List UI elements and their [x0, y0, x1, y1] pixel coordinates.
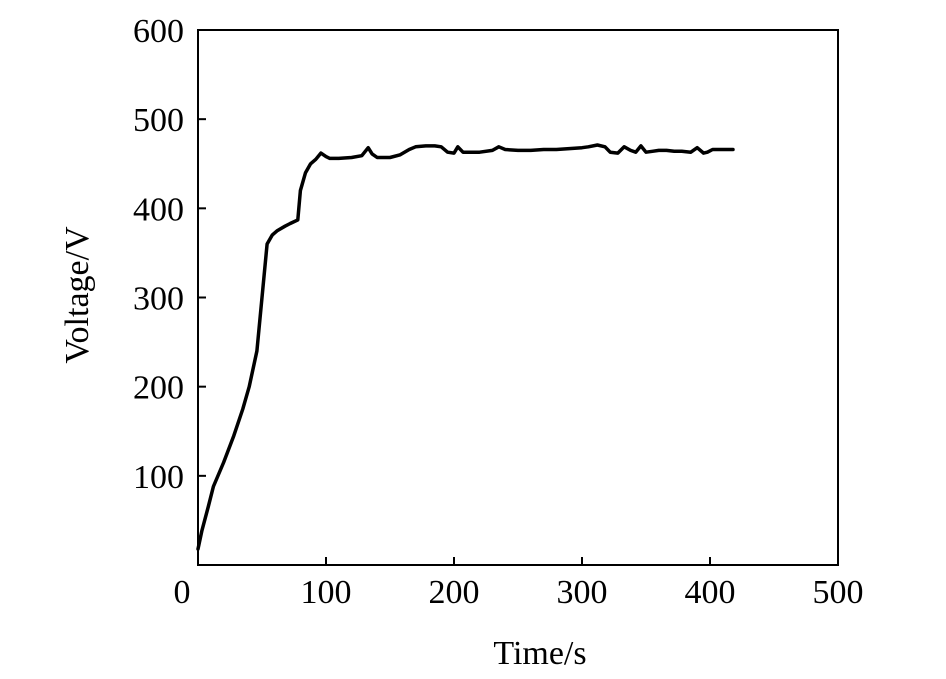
x-tick-label: 300	[557, 574, 608, 611]
x-tick-label: 0	[174, 574, 191, 611]
x-tick-label: 200	[429, 574, 480, 611]
x-tick-label: 400	[685, 574, 736, 611]
y-tick-label: 300	[133, 281, 184, 318]
plot-frame-border	[197, 29, 839, 566]
y-axis-label: Voltage/V	[59, 226, 96, 364]
y-tick-label: 600	[133, 13, 184, 50]
y-tick-label: 100	[133, 459, 184, 496]
axis-ticks	[198, 118, 711, 565]
y-tick-label: 500	[133, 102, 184, 139]
tick-labels: 0 100 200 300 400 500 100 200 300 400 500 600	[133, 13, 864, 611]
y-tick-label: 400	[133, 191, 184, 228]
plot-frame	[197, 29, 839, 566]
x-tick-label: 500	[813, 574, 864, 611]
y-tick-label: 200	[133, 370, 184, 407]
x-axis-label: Time/s	[493, 635, 586, 672]
series-line-0	[196, 143, 735, 551]
series-group	[196, 143, 735, 551]
x-tick-label: 100	[301, 574, 352, 611]
